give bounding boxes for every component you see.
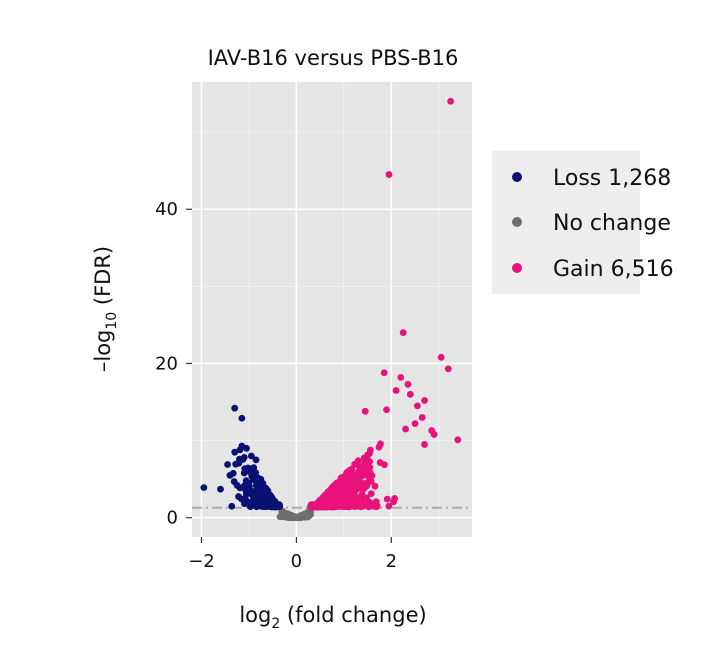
point-gain [381, 461, 388, 469]
point-gain [362, 466, 369, 473]
point-gain [354, 457, 362, 465]
point-loss [224, 461, 231, 468]
y-tick-label: 40 [155, 199, 178, 220]
point-no-change [303, 509, 311, 517]
point-gain [343, 501, 351, 509]
y-tick-label: 0 [167, 508, 178, 529]
point-gain [342, 473, 350, 480]
point-gain [380, 369, 388, 377]
point-loss [245, 479, 253, 487]
point-gain [350, 498, 358, 505]
point-gain [404, 380, 412, 388]
point-loss [200, 484, 208, 492]
point-gain [334, 502, 342, 510]
point-gain [332, 494, 340, 502]
point-gain [406, 390, 414, 398]
point-gain [364, 472, 372, 480]
point-gain [428, 427, 436, 434]
point-gain [454, 436, 462, 444]
legend-marker-gain [512, 263, 522, 273]
point-loss [250, 464, 258, 471]
point-gain [364, 451, 372, 459]
legend-marker-loss [512, 172, 522, 182]
point-loss [252, 456, 260, 464]
point-gain [399, 329, 407, 337]
point-gain [367, 490, 375, 497]
point-loss [226, 471, 234, 479]
point-gain [447, 97, 455, 105]
point-gain [312, 502, 320, 509]
point-loss [249, 500, 257, 508]
point-gain [392, 387, 400, 394]
point-loss [238, 442, 246, 450]
x-tick-label: −2 [188, 551, 215, 572]
point-gain [444, 365, 452, 373]
point-gain [383, 495, 391, 503]
point-loss [261, 502, 268, 510]
point-gain [325, 496, 332, 503]
point-loss [236, 455, 243, 463]
point-gain [421, 397, 428, 404]
point-gain [421, 441, 428, 448]
point-loss [271, 498, 279, 505]
point-gain [385, 502, 393, 510]
point-loss [231, 404, 239, 412]
point-gain [339, 493, 347, 501]
point-gain [373, 503, 380, 511]
point-loss [259, 481, 267, 489]
y-tick-label: 20 [155, 353, 178, 374]
point-loss [247, 452, 255, 460]
point-loss [239, 495, 247, 503]
x-axis-label: log2 (fold change) [239, 603, 426, 632]
point-gain [437, 353, 445, 361]
point-gain [377, 440, 384, 448]
point-gain [402, 425, 409, 433]
point-no-change [295, 513, 302, 521]
legend-label-loss: Loss 1,268 [553, 166, 671, 191]
point-gain [356, 478, 364, 486]
point-gain [418, 414, 426, 421]
point-gain [383, 406, 390, 414]
point-gain [361, 407, 369, 415]
x-tick-label: 2 [386, 551, 397, 572]
point-loss [233, 481, 241, 489]
x-tick-label: 0 [291, 551, 302, 572]
point-loss [231, 448, 239, 456]
point-gain [411, 420, 419, 428]
point-gain [350, 489, 357, 497]
grid-lines [192, 82, 472, 537]
point-gain [414, 402, 421, 410]
point-gain [371, 482, 379, 490]
y-axis-label: –log10 (FDR) [91, 246, 120, 372]
point-gain [334, 482, 342, 490]
chart-title: IAV-B16 versus PBS-B16 [208, 46, 459, 70]
point-no-change [289, 514, 296, 521]
point-loss [261, 497, 269, 505]
point-gain [324, 502, 332, 510]
point-gain [350, 471, 357, 479]
point-gain [344, 478, 351, 486]
point-gain [390, 498, 397, 506]
plot-panel [192, 82, 472, 537]
data-points [200, 97, 462, 522]
point-gain [357, 466, 365, 474]
point-gain [364, 456, 372, 464]
legend-label-gain: Gain 6,516 [553, 257, 674, 282]
legend-marker-no-change [512, 217, 522, 227]
point-gain [385, 171, 393, 178]
point-loss [240, 469, 248, 477]
point-loss [217, 485, 224, 493]
point-gain [372, 498, 380, 506]
point-loss [228, 502, 236, 510]
point-loss [255, 489, 262, 497]
legend: Loss 1,268 No change Gain 6,516 [492, 151, 674, 294]
point-loss [251, 471, 259, 479]
point-gain [397, 373, 405, 381]
point-loss [257, 475, 265, 483]
point-loss [238, 414, 246, 422]
legend-label-no-change: No change [553, 211, 671, 236]
